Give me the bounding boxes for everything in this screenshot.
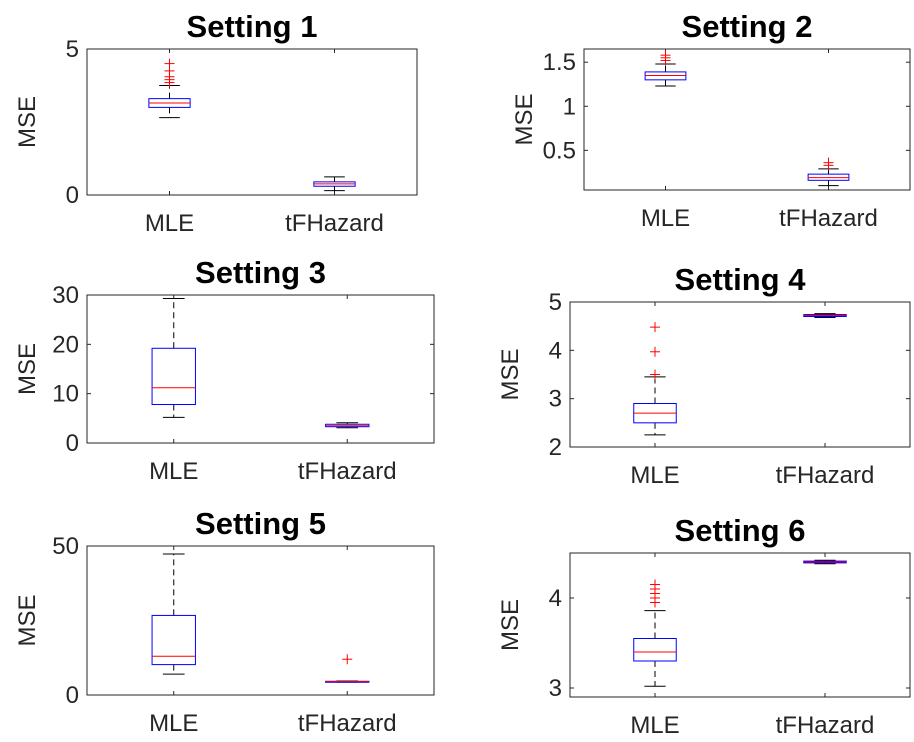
box-mle <box>148 58 191 119</box>
x-tick-label: tFHazard <box>776 712 875 739</box>
x-tick-label: tFHazard <box>776 462 875 489</box>
outlier-point <box>650 579 660 590</box>
y-tick-label: 0.5 <box>543 137 576 164</box>
chart-title: Setting 3 <box>195 255 326 290</box>
x-tick-label: tFHazard <box>285 210 384 237</box>
subplot-5: Setting 5 MSE 0 50 MLE tFHazard <box>14 506 435 737</box>
x-tick-label: tFHazard <box>298 458 397 485</box>
chart-title: Setting 1 <box>187 9 318 44</box>
box-mle <box>151 297 196 418</box>
axes-box <box>569 301 911 448</box>
chart-title: Setting 5 <box>195 506 326 541</box>
x-tick-label: MLE <box>149 710 198 737</box>
outlier-point <box>650 346 660 357</box>
y-tick-label: 5 <box>549 289 562 316</box>
chart-title: Setting 2 <box>682 9 813 44</box>
outlier-point <box>164 58 175 69</box>
y-tick-label: 5 <box>66 36 79 63</box>
y-tick-label: 4 <box>549 337 562 364</box>
axes-box <box>86 545 435 696</box>
y-axis-label: MSE <box>497 348 524 400</box>
subplot-1: Setting 1 MSE 0 5 MLE tFHazard <box>14 9 418 237</box>
box-mle <box>633 579 677 687</box>
chart-title: Setting 6 <box>675 513 806 548</box>
y-axis-label: MSE <box>497 599 524 651</box>
box-tfhazard <box>313 176 356 192</box>
outlier-point <box>823 157 834 168</box>
y-tick-label: 0 <box>66 430 79 457</box>
x-tick-label: tFHazard <box>298 710 397 737</box>
axes-box <box>569 552 911 698</box>
y-tick-label: 10 <box>52 381 79 408</box>
y-tick-label: 50 <box>52 533 79 560</box>
iqr-box <box>151 347 196 406</box>
outlier-point <box>650 322 660 333</box>
y-axis-label: MSE <box>14 343 41 395</box>
axes-box <box>86 48 418 196</box>
x-tick-label: MLE <box>630 712 679 739</box>
y-tick-label: 1 <box>563 93 576 120</box>
y-tick-label: 1.5 <box>543 49 576 76</box>
y-tick-label: 30 <box>52 282 79 309</box>
y-tick-label: 3 <box>549 675 562 702</box>
box-tfhazard <box>807 157 850 187</box>
box-tfhazard <box>325 654 370 683</box>
y-axis-label: MSE <box>14 594 41 646</box>
iqr-box <box>151 614 196 666</box>
box-mle <box>633 322 677 436</box>
y-tick-label: 4 <box>549 585 562 612</box>
y-axis-label: MSE <box>14 96 41 148</box>
subplot-3: Setting 3 MSE 0 10 20 30 MLE tFHazard <box>14 255 435 485</box>
x-tick-label: MLE <box>149 458 198 485</box>
box-tfhazard <box>803 559 847 565</box>
box-tfhazard <box>803 313 847 318</box>
x-tick-label: MLE <box>641 205 690 232</box>
y-tick-label: 2 <box>549 434 562 461</box>
box-mle <box>644 50 687 87</box>
chart-title: Setting 4 <box>675 262 807 297</box>
subplot-6: Setting 6 MSE 3 4 MLE tFHazard <box>497 513 911 739</box>
x-tick-label: MLE <box>145 210 194 237</box>
iqr-box <box>633 638 677 662</box>
outlier-point <box>660 50 671 61</box>
y-tick-label: 20 <box>52 331 79 358</box>
y-tick-label: 0 <box>66 182 79 209</box>
x-tick-label: MLE <box>630 462 679 489</box>
y-axis-label: MSE <box>511 93 538 145</box>
x-tick-label: tFHazard <box>779 205 878 232</box>
outlier-point <box>650 369 660 380</box>
y-tick-label: 3 <box>549 386 562 413</box>
subplot-4: Setting 4 MSE 2 3 4 5 MLE tFHazard <box>497 262 911 489</box>
y-tick-label: 0 <box>66 682 79 709</box>
outlier-point <box>342 654 353 665</box>
axes-box <box>86 294 435 444</box>
axes-box <box>583 48 911 191</box>
box-tfhazard <box>325 422 370 429</box>
box-mle <box>151 553 196 675</box>
